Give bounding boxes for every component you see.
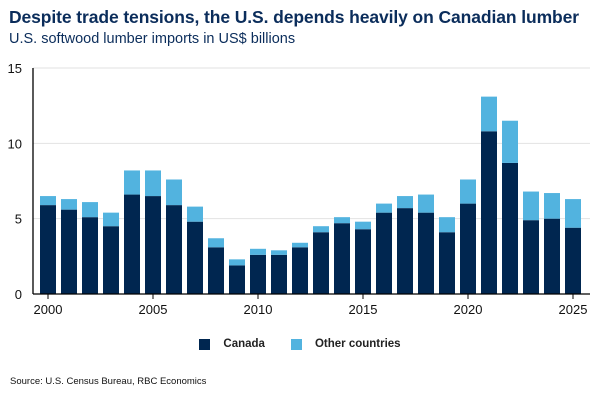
source-note: Source: U.S. Census Bureau, RBC Economic…: [10, 376, 207, 387]
bar-canada-2015: [355, 229, 371, 294]
bar-other-countries-2011: [271, 250, 287, 255]
y-tick-label-0: 0: [15, 287, 22, 302]
bar-canada-2009: [229, 265, 245, 294]
bar-canada-2005: [145, 196, 161, 294]
bar-canada-2003: [103, 226, 119, 294]
chart-title: Despite trade tensions, the U.S. depends…: [9, 7, 579, 27]
bar-canada-2002: [82, 217, 98, 294]
x-tick-labels: 2000 2005 2010 2015 2020 2025: [34, 294, 588, 317]
bar-other-countries-2010: [250, 248, 266, 255]
bar-other-countries-2021: [481, 96, 497, 132]
bar-other-countries-2014: [334, 217, 350, 224]
bar-other-countries-2009: [229, 259, 245, 266]
bar-canada-2008: [208, 247, 224, 294]
bar-other-countries-2008: [208, 238, 224, 248]
bars: [40, 96, 581, 294]
bar-canada-2016: [376, 212, 392, 294]
legend-item-canada[interactable]: Canada: [199, 338, 265, 350]
bar-canada-2012: [292, 247, 308, 294]
bar-other-countries-2013: [313, 226, 329, 233]
x-tick-label-2000: 2000: [34, 302, 63, 317]
legend-swatch-other-countries: [290, 338, 302, 350]
bar-canada-2006: [166, 205, 182, 294]
bar-other-countries-2018: [418, 194, 434, 213]
bar-other-countries-2016: [376, 203, 392, 213]
bar-other-countries-2023: [523, 191, 539, 221]
bar-other-countries-2003: [103, 212, 119, 227]
bar-canada-2000: [40, 205, 56, 294]
bar-canada-2004: [124, 194, 140, 294]
bar-other-countries-2005: [145, 170, 161, 197]
bar-canada-2021: [481, 131, 497, 294]
bar-other-countries-2007: [187, 206, 203, 222]
bar-other-countries-2025: [565, 199, 581, 228]
bar-canada-2018: [418, 212, 434, 294]
x-tick-label-2020: 2020: [454, 302, 483, 317]
bar-canada-2001: [61, 209, 77, 294]
bar-canada-2020: [460, 203, 476, 294]
bar-other-countries-2024: [544, 193, 560, 219]
bar-other-countries-2002: [82, 202, 98, 218]
bar-other-countries-2019: [439, 217, 455, 233]
axes: [32, 68, 590, 295]
legend-label-canada: Canada: [223, 338, 265, 350]
bar-other-countries-2012: [292, 242, 308, 248]
bar-canada-2017: [397, 208, 413, 294]
y-tick-label-10: 10: [8, 136, 22, 151]
bar-other-countries-2022: [502, 120, 518, 163]
legend: Canada Other countries: [0, 338, 600, 350]
legend-swatch-canada: [199, 338, 211, 350]
bar-canada-2011: [271, 254, 287, 294]
bar-other-countries-2017: [397, 196, 413, 209]
bar-canada-2007: [187, 221, 203, 294]
x-tick-label-2010: 2010: [244, 302, 273, 317]
bar-canada-2025: [565, 227, 581, 294]
bar-canada-2013: [313, 232, 329, 294]
bar-other-countries-2015: [355, 221, 371, 230]
x-tick-label-2025: 2025: [559, 302, 588, 317]
bar-other-countries-2001: [61, 199, 77, 210]
bar-canada-2010: [250, 254, 266, 294]
x-tick-label-2015: 2015: [349, 302, 378, 317]
bar-canada-2023: [523, 220, 539, 294]
bar-other-countries-2004: [124, 170, 140, 195]
bar-other-countries-2006: [166, 179, 182, 206]
bar-canada-2019: [439, 232, 455, 294]
bar-canada-2024: [544, 218, 560, 294]
x-tick-label-2005: 2005: [139, 302, 168, 317]
legend-item-other-countries[interactable]: Other countries: [290, 338, 401, 350]
bar-canada-2022: [502, 162, 518, 294]
y-tick-label-5: 5: [15, 212, 22, 227]
chart-subtitle: U.S. softwood lumber imports in US$ bill…: [9, 31, 296, 47]
bar-other-countries-2000: [40, 196, 56, 206]
y-tick-label-15: 15: [8, 61, 22, 76]
bar-other-countries-2020: [460, 179, 476, 204]
y-tick-labels: 0 5 10 15: [8, 61, 22, 302]
legend-label-other-countries: Other countries: [314, 338, 401, 350]
bar-canada-2014: [334, 223, 350, 294]
